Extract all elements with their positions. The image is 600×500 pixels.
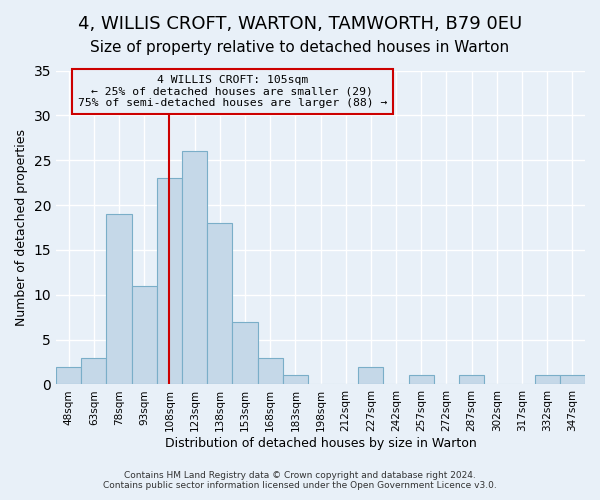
Bar	[182, 151, 207, 384]
Bar	[358, 366, 383, 384]
Bar	[207, 223, 232, 384]
Bar	[283, 376, 308, 384]
Text: Size of property relative to detached houses in Warton: Size of property relative to detached ho…	[91, 40, 509, 55]
Y-axis label: Number of detached properties: Number of detached properties	[15, 129, 28, 326]
Bar	[81, 358, 106, 384]
Text: 4, WILLIS CROFT, WARTON, TAMWORTH, B79 0EU: 4, WILLIS CROFT, WARTON, TAMWORTH, B79 0…	[78, 15, 522, 33]
Bar	[56, 366, 81, 384]
Bar	[459, 376, 484, 384]
X-axis label: Distribution of detached houses by size in Warton: Distribution of detached houses by size …	[164, 437, 476, 450]
Bar	[409, 376, 434, 384]
Bar	[106, 214, 131, 384]
Bar	[560, 376, 585, 384]
Bar	[131, 286, 157, 384]
Text: 4 WILLIS CROFT: 105sqm
← 25% of detached houses are smaller (29)
75% of semi-det: 4 WILLIS CROFT: 105sqm ← 25% of detached…	[77, 75, 387, 108]
Bar	[157, 178, 182, 384]
Bar	[535, 376, 560, 384]
Bar	[257, 358, 283, 384]
Bar	[232, 322, 257, 384]
Text: Contains HM Land Registry data © Crown copyright and database right 2024.
Contai: Contains HM Land Registry data © Crown c…	[103, 470, 497, 490]
